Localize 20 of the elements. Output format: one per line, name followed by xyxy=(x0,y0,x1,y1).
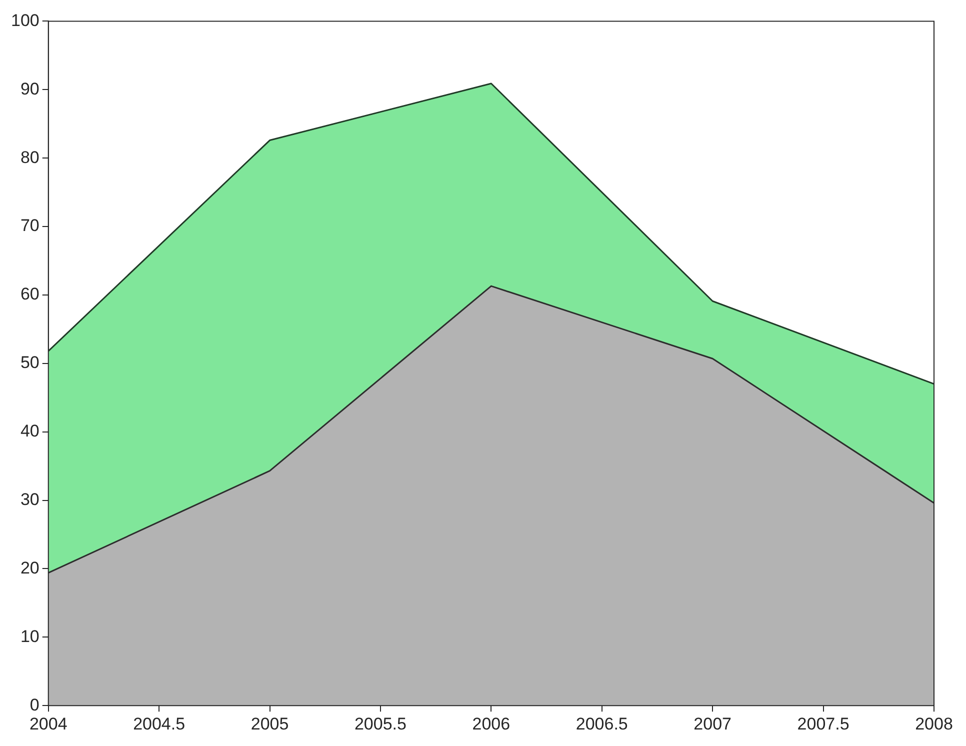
x-tick-label: 2006 xyxy=(472,714,510,734)
x-tick-label: 2005 xyxy=(250,714,289,734)
y-tick-label: 0 xyxy=(30,695,40,714)
y-tick-label: 100 xyxy=(10,10,40,30)
x-tick-label: 2008 xyxy=(915,714,953,734)
x-tick-label: 2005.5 xyxy=(354,714,406,734)
x-tick-label: 2007 xyxy=(694,714,732,734)
y-tick-label: 10 xyxy=(20,626,40,646)
x-tick-label: 2007.5 xyxy=(797,714,850,734)
y-tick-label: 30 xyxy=(20,490,40,509)
y-tick-label: 20 xyxy=(20,558,40,578)
x-tick-label: 2004.5 xyxy=(133,714,186,734)
y-tick-label: 80 xyxy=(20,148,40,167)
y-tick-label: 90 xyxy=(20,79,40,98)
y-tick-label: 70 xyxy=(20,216,40,236)
y-tick-label: 60 xyxy=(20,284,40,304)
x-tick-label: 2006.5 xyxy=(576,714,628,734)
y-tick-label: 40 xyxy=(20,422,40,441)
x-tick-label: 2004 xyxy=(29,714,68,734)
y-tick-label: 50 xyxy=(20,353,40,372)
